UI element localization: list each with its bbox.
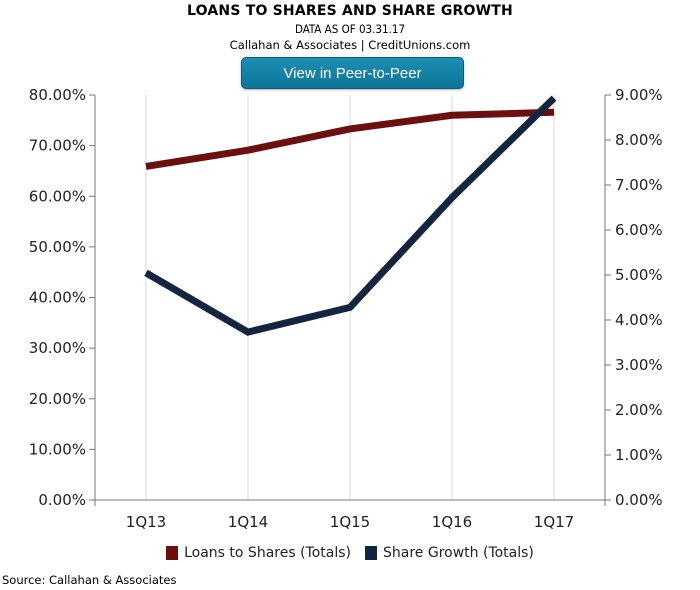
right-axis-tick-label: 2.00%	[615, 401, 663, 419]
legend-swatch-loans-to-shares	[166, 546, 179, 560]
right-axis-tick-label: 6.00%	[615, 221, 663, 239]
left-axis-tick-label: 0.00%	[38, 491, 86, 509]
right-axis-tick-label: 5.00%	[615, 266, 663, 284]
x-axis-tick-label-1q14: 1Q14	[228, 513, 268, 531]
right-axis-tick-label: 8.00%	[615, 131, 663, 149]
left-axis-tick-label: 60.00%	[29, 187, 86, 205]
source-footnote: Source: Callahan & Associates	[2, 573, 177, 587]
line-chart: 0.00% 10.00% 20.00% 30.00% 40.00% 50.00% 60.00…	[29, 86, 663, 531]
right-axis-tick-label: 3.00%	[615, 356, 663, 374]
x-axis-tick-label-1q16: 1Q16	[432, 513, 472, 531]
left-axis-tick-label: 70.00%	[29, 137, 86, 155]
legend-item-loans-to-shares: Loans to Shares (Totals)	[166, 545, 351, 561]
right-axis-tick-label: 4.00%	[615, 311, 663, 329]
right-axis-tick-label: 1.00%	[615, 446, 663, 464]
left-axis-tick-label: 30.00%	[29, 339, 86, 357]
left-axis-tick-label: 50.00%	[29, 238, 86, 256]
chart-title: LOANS TO SHARES AND SHARE GROWTH	[187, 3, 513, 19]
left-axis-tick-label: 10.00%	[29, 440, 86, 458]
legend-swatch-share-growth	[365, 546, 377, 560]
left-axis-tick-label: 20.00%	[29, 390, 86, 408]
left-axis-tick-label: 40.00%	[29, 289, 86, 307]
right-axis-tick-label: 0.00%	[615, 491, 663, 509]
chart-legend: Loans to Shares (Totals) Share Growth (T…	[0, 545, 700, 561]
legend-item-share-growth: Share Growth (Totals)	[365, 545, 534, 561]
source-subtitle: Callahan & Associates | CreditUnions.com	[229, 38, 471, 52]
right-axis-tick-label: 7.00%	[615, 176, 663, 194]
x-axis-tick-label-1q15: 1Q15	[330, 513, 370, 531]
right-axis-tick-label: 9.00%	[615, 86, 663, 104]
x-axis-tick-label-1q13: 1Q13	[126, 513, 166, 531]
left-axis-tick-label: 80.00%	[29, 86, 86, 104]
x-axis-tick-label-1q17: 1Q17	[534, 513, 574, 531]
data-date-subtitle: DATA AS OF 03.31.17	[294, 22, 406, 36]
view-peer-to-peer-button[interactable]: View in Peer-to-Peer	[241, 57, 464, 89]
legend-label-loans-to-shares: Loans to Shares (Totals)	[184, 545, 351, 561]
legend-label-share-growth: Share Growth (Totals)	[383, 545, 534, 561]
